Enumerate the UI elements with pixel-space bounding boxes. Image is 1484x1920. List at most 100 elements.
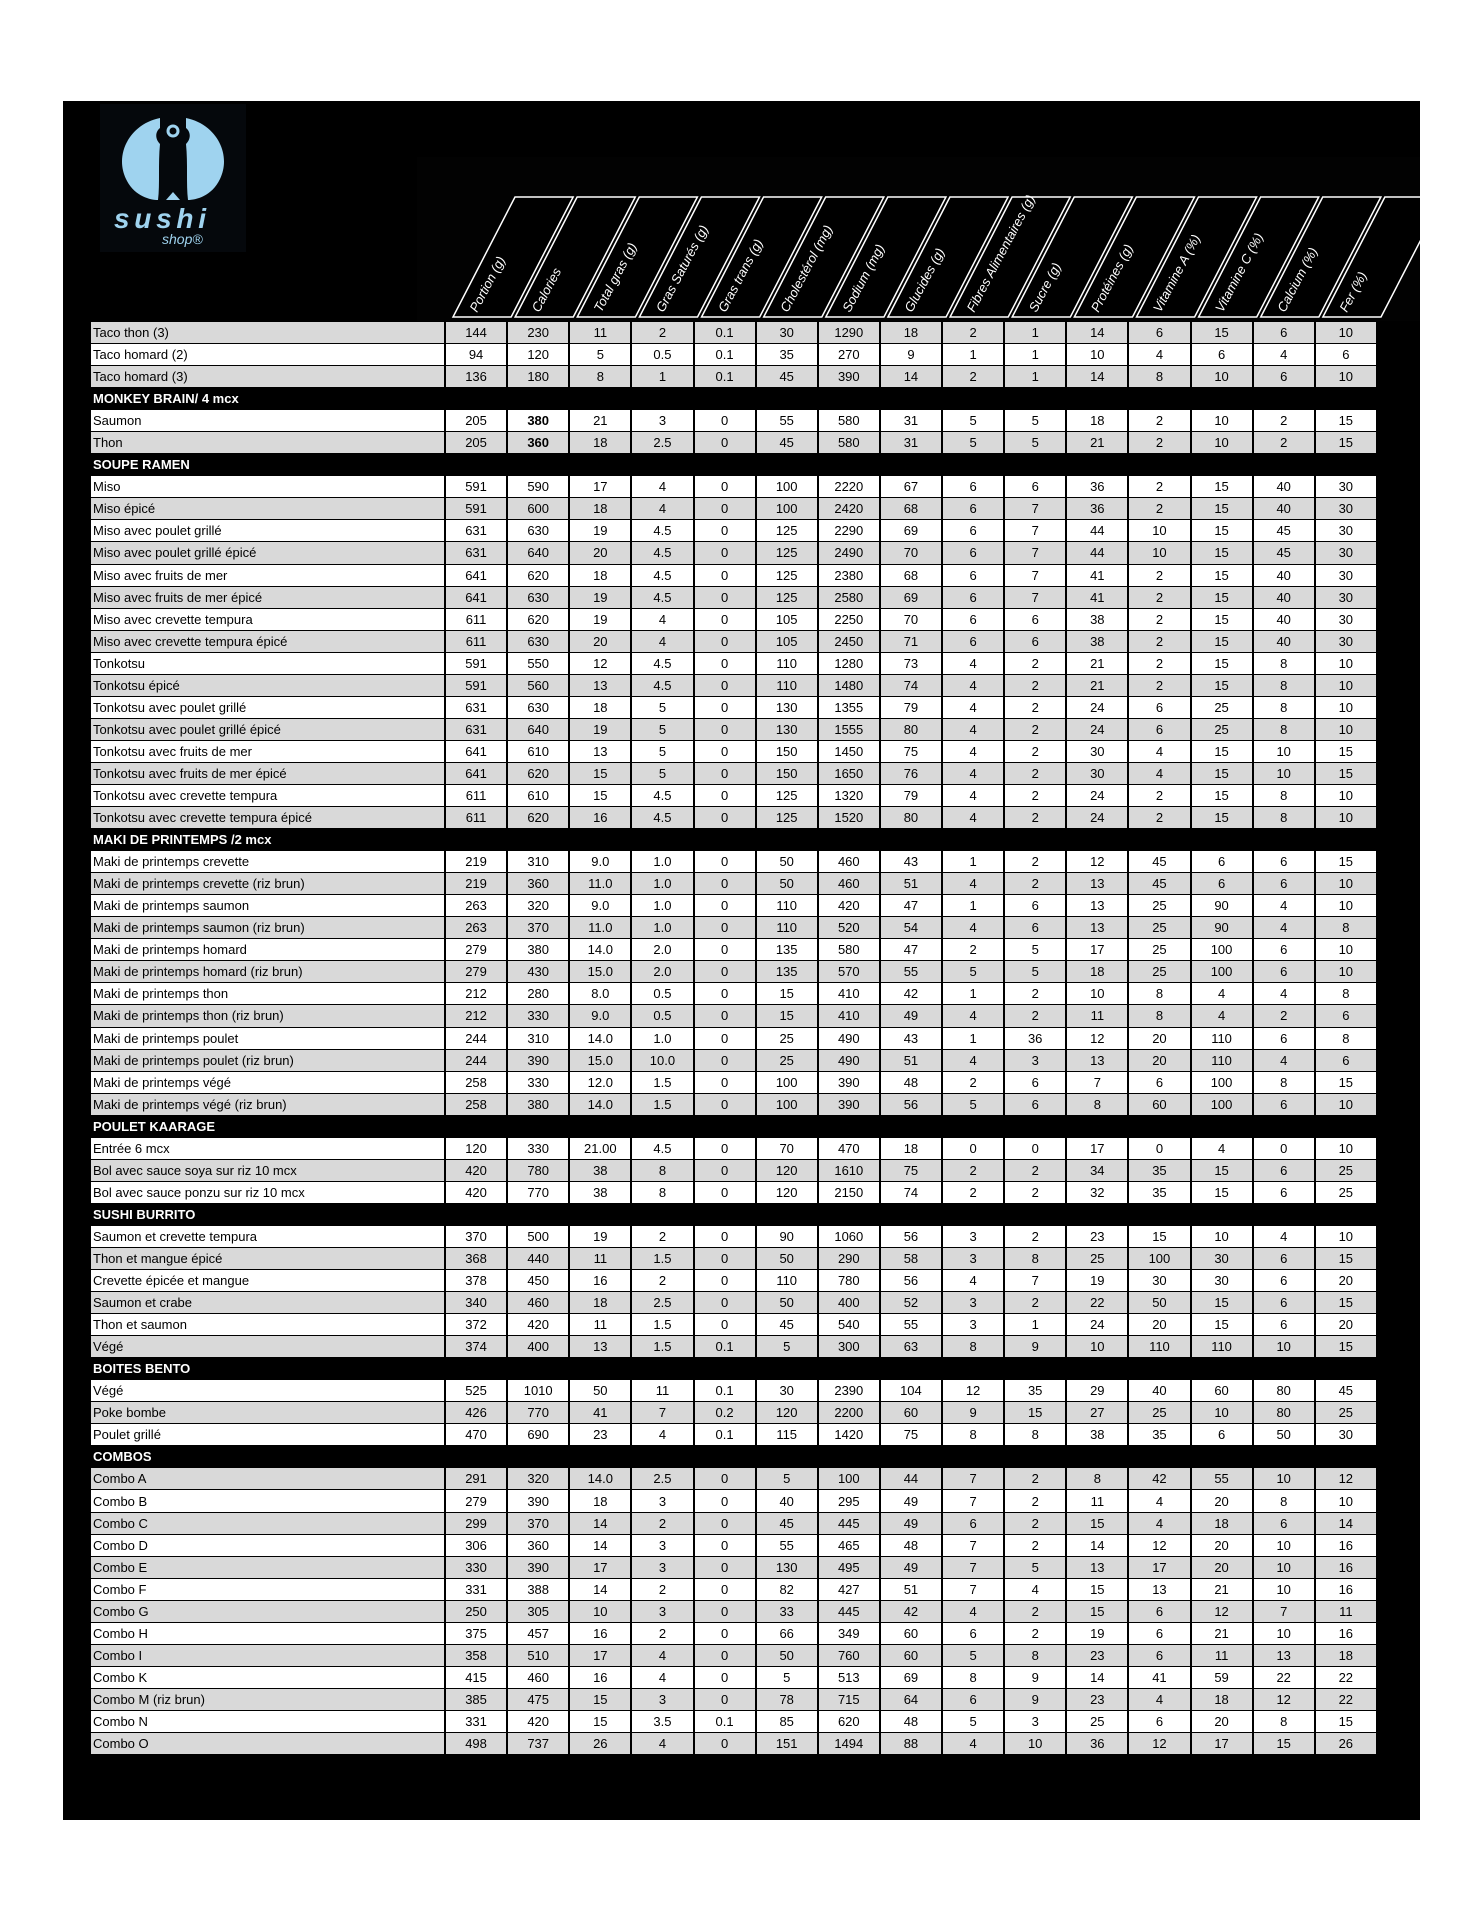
cell-value: 120 [445, 1136, 509, 1160]
item-name: Maki de printemps thon [91, 982, 446, 1006]
cell-value: 0 [693, 761, 757, 785]
cell-value: 13 [569, 739, 633, 763]
cell-value: 44 [1066, 541, 1130, 565]
cell-value: 4 [1128, 343, 1192, 367]
cell-value: 10 [1314, 651, 1378, 675]
cell-value: 0 [693, 1555, 757, 1579]
cell-value: 151 [755, 1731, 819, 1756]
cell-value: 3 [631, 1555, 695, 1579]
cell-value: 4 [631, 475, 695, 499]
section-header: BOITES BENTO [91, 1357, 1378, 1381]
cell-value: 2.5 [631, 1467, 695, 1491]
cell-value: 4 [1190, 1004, 1254, 1028]
cell-value: 30 [1314, 585, 1378, 609]
item-name: Miso avec crevette tempura épicé [91, 629, 446, 653]
cell-value: 5 [942, 1643, 1006, 1667]
cell-value: 12 [1128, 1731, 1192, 1756]
item-name: Bol avec sauce ponzu sur riz 10 mcx [91, 1180, 446, 1204]
cell-value: 8 [1004, 1246, 1068, 1271]
cell-value: 18 [879, 1136, 944, 1160]
cell-value: 10.0 [631, 1048, 695, 1072]
cell-value: 60 [879, 1621, 944, 1645]
table-row: Maki de printemps végé 258 330 12.0 1.5 0 100 3… [91, 1070, 1378, 1094]
item-name: Combo H [91, 1621, 446, 1645]
cell-value: 110 [755, 673, 819, 697]
table-row: Tonkotsu avec poulet grillé 631 630 18 5 0 130… [91, 695, 1378, 719]
cell-value: 8 [1314, 982, 1378, 1006]
cell-value: 11 [569, 320, 633, 345]
cell-value: 600 [507, 497, 571, 521]
cell-value: 6 [942, 1621, 1006, 1645]
cell-value: 38 [569, 1158, 633, 1182]
cell-value: 520 [817, 916, 881, 940]
cell-value: 7 [1004, 497, 1068, 521]
cell-value: 470 [445, 1423, 509, 1447]
cell-value: 631 [445, 717, 509, 741]
cell-value: 15 [1190, 607, 1254, 631]
cell-value: 0 [693, 1136, 757, 1160]
cell-value: 15 [1190, 1313, 1254, 1337]
table-row: Crevette épicée et mangue 378 450 16 2 0 110 78… [91, 1269, 1378, 1293]
logo-text-sushi: sushi [114, 203, 207, 234]
cell-value: 71 [879, 629, 944, 653]
cell-value: 498 [445, 1731, 509, 1756]
cell-value: 0 [693, 982, 757, 1006]
cell-value: 55 [755, 409, 819, 433]
cell-value: 780 [507, 1158, 571, 1182]
cell-value: 100 [755, 475, 819, 499]
cell-value: 2 [942, 365, 1006, 389]
cell-value: 244 [445, 1048, 509, 1072]
nutrition-table: Taco thon (3) 144 230 11 2 0.1 30 1290 18 2 1 14 6 15… [91, 320, 1378, 1756]
cell-value: 770 [507, 1180, 571, 1204]
cell-value: 15 [1190, 519, 1254, 543]
cell-value: 2 [631, 1621, 695, 1645]
table-row: Combo E 330 390 17 3 0 130 495 49 7 5 13 17 20 10 16 [91, 1555, 1378, 1579]
cell-value: 1290 [817, 320, 881, 345]
item-name: Maki de printemps végé [91, 1070, 446, 1094]
cell-value: 6 [1252, 1511, 1316, 1535]
cell-value: 295 [817, 1489, 881, 1513]
cell-value: 26 [569, 1731, 633, 1756]
cell-value: 8 [1004, 1643, 1068, 1667]
cell-value: 110 [1190, 1026, 1254, 1050]
cell-value: 13 [1066, 916, 1130, 940]
cell-value: 85 [755, 1709, 819, 1734]
cell-value: 6 [1314, 1004, 1378, 1028]
cell-value: 11 [1314, 1599, 1378, 1623]
cell-value: 372 [445, 1313, 509, 1337]
cell-value: 591 [445, 651, 509, 675]
cell-value: 8 [1252, 1489, 1316, 1513]
table-row: Maki de printemps saumon 263 320 9.0 1.0 0 110… [91, 894, 1378, 918]
cell-value: 10 [1314, 365, 1378, 389]
cell-value: 24 [1066, 695, 1130, 719]
cell-value: 120 [507, 343, 571, 367]
cell-value: 25 [1128, 938, 1192, 962]
cell-value: 3 [1004, 1048, 1068, 1072]
cell-value: 14 [1066, 1665, 1130, 1689]
cell-value: 12 [1128, 1533, 1192, 1557]
cell-value: 9 [1004, 1687, 1068, 1711]
cell-value: 13 [1066, 1555, 1130, 1579]
cell-value: 18 [1190, 1511, 1254, 1535]
cell-value: 4 [942, 695, 1006, 719]
cell-value: 10 [1252, 761, 1316, 785]
cell-value: 130 [755, 695, 819, 719]
cell-value: 50 [569, 1379, 633, 1403]
cell-value: 5 [1004, 960, 1068, 984]
cell-value: 19 [569, 607, 633, 631]
cell-value: 1494 [817, 1731, 881, 1756]
cell-value: 0 [693, 1246, 757, 1271]
table-row: Maki de printemps thon 212 280 8.0 0.5 0 15 410… [91, 982, 1378, 1006]
cell-value: 2 [1252, 1004, 1316, 1028]
cell-value: 7 [1004, 519, 1068, 543]
cell-value: 47 [879, 938, 944, 962]
cell-value: 490 [817, 1026, 881, 1050]
cell-value: 2580 [817, 585, 881, 609]
cell-value: 14.0 [569, 1467, 633, 1491]
cell-value: 100 [1190, 1070, 1254, 1094]
table-row: Bol avec sauce ponzu sur riz 10 mcx 420 77… [91, 1180, 1378, 1204]
cell-value: 60 [879, 1401, 944, 1425]
item-name: Miso avec crevette tempura [91, 607, 446, 631]
cell-value: 47 [879, 894, 944, 918]
cell-value: 100 [1190, 960, 1254, 984]
